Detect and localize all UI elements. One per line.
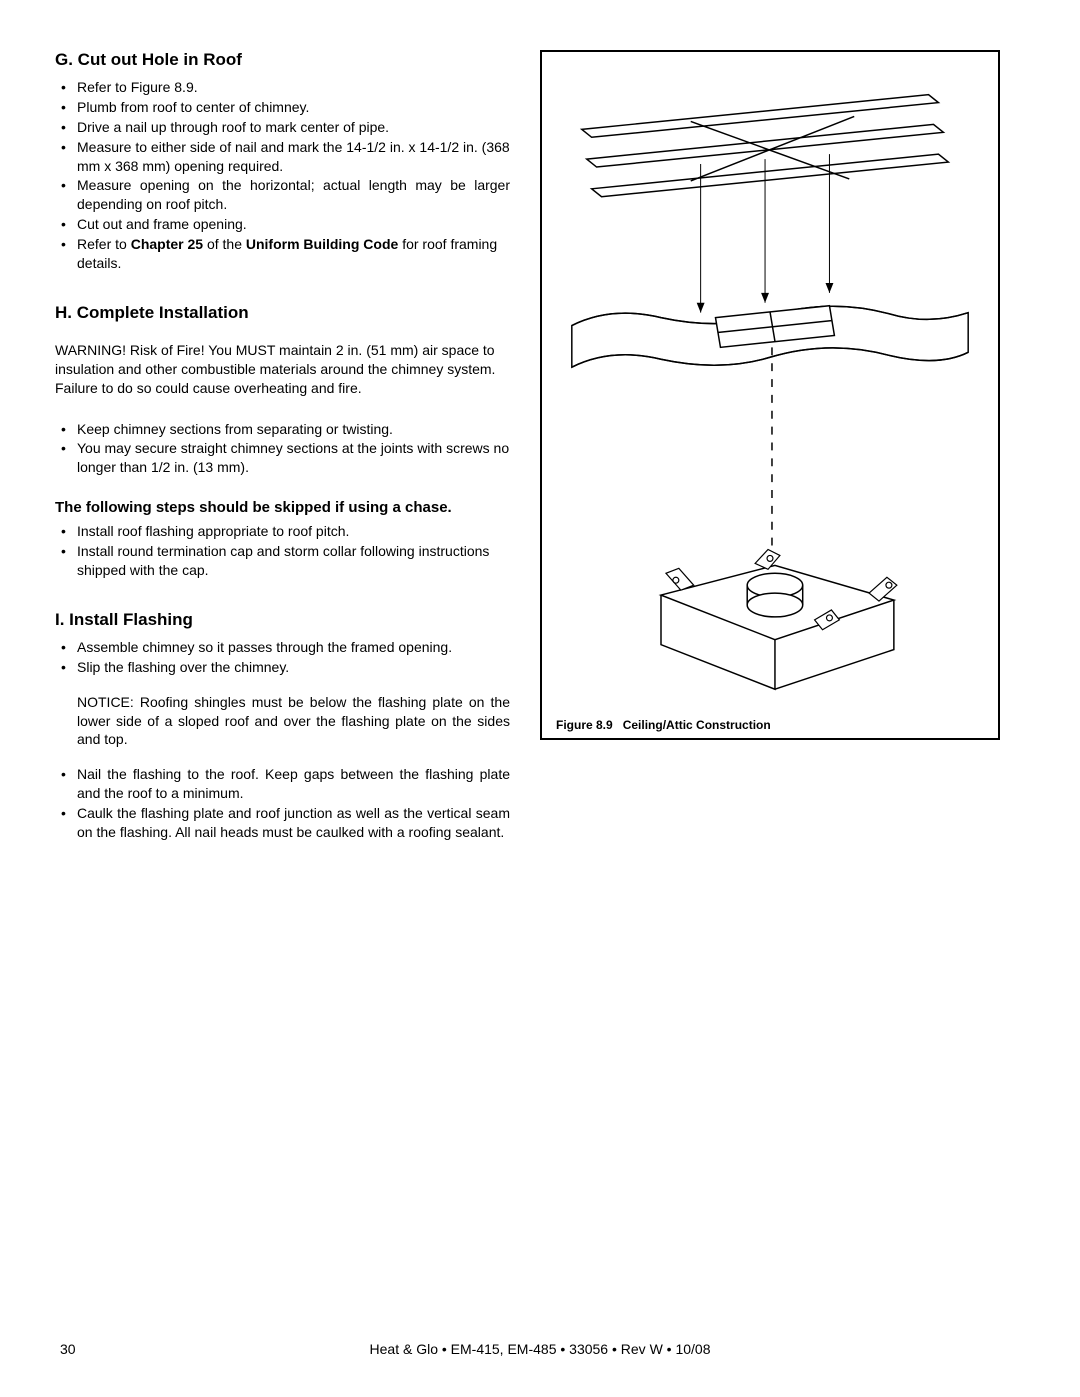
page-footer: 30 Heat & Glo • EM-415, EM-485 • 33056 •… — [0, 1341, 1080, 1357]
section-h-list-2: Install roof ﬂashing appropriate to roof… — [55, 522, 510, 580]
list-item: Refer to Figure 8.9. — [55, 78, 510, 97]
list-item: Caulk the ﬂashing plate and roof junctio… — [55, 804, 510, 842]
list-item: Keep chimney sections from separating or… — [55, 420, 510, 439]
ceiling-attic-diagram — [552, 62, 988, 712]
figure-caption: Figure 8.9 Ceiling/Attic Construction — [552, 718, 988, 732]
list-item: Plumb from roof to center of chimney. — [55, 98, 510, 117]
list-item: Nail the ﬂashing to the roof. Keep gaps … — [55, 765, 510, 803]
list-item: NOTICE: Rooﬁng shingles must be below th… — [55, 693, 510, 750]
list-item: Install roof ﬂashing appropriate to roof… — [55, 522, 510, 541]
list-item: Refer to Chapter 25 of the Uniform Build… — [55, 235, 510, 273]
page-number: 30 — [60, 1341, 76, 1357]
section-g-heading: G. Cut out Hole in Roof — [55, 50, 510, 70]
section-h-list-1: Keep chimney sections from separating or… — [55, 420, 510, 478]
section-i-heading: I. Install Flashing — [55, 610, 510, 630]
section-g-list: Refer to Figure 8.9. Plumb from roof to … — [55, 78, 510, 273]
figure-8-9: Figure 8.9 Ceiling/Attic Construction — [540, 50, 1000, 740]
section-i-list: Assemble chimney so it passes through th… — [55, 638, 510, 842]
list-item: Cut out and frame opening. — [55, 215, 510, 234]
list-item: Measure opening on the horizontal; actua… — [55, 176, 510, 214]
list-item: Slip the ﬂashing over the chimney. — [55, 658, 510, 677]
left-column: G. Cut out Hole in Roof Refer to Figure … — [55, 50, 510, 864]
right-column: Figure 8.9 Ceiling/Attic Construction — [540, 50, 1000, 864]
list-item: Install round termination cap and storm … — [55, 542, 510, 580]
section-h-subhead: The following steps should be skipped if… — [55, 499, 510, 516]
section-h-heading: H. Complete Installation — [55, 303, 510, 323]
warning-text: WARNING! Risk of Fire! You MUST maintain… — [55, 341, 510, 398]
list-item: You may secure straight chimney sections… — [55, 439, 510, 477]
list-item: Measure to either side of nail and mark … — [55, 138, 510, 176]
list-item: Drive a nail up through roof to mark cen… — [55, 118, 510, 137]
footer-center: Heat & Glo • EM-415, EM-485 • 33056 • Re… — [370, 1341, 711, 1357]
list-item: Assemble chimney so it passes through th… — [55, 638, 510, 657]
